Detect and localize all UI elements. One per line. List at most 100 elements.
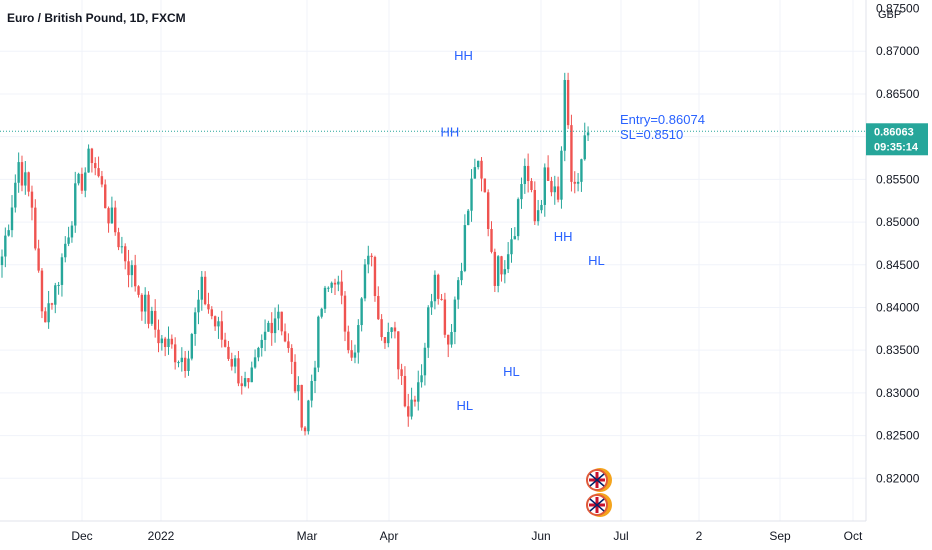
candle-body <box>423 347 427 376</box>
candle-body <box>457 280 460 300</box>
annotation-label: HL <box>588 253 605 268</box>
candle-body <box>44 311 47 323</box>
candle-body <box>330 282 333 288</box>
candle-body <box>190 334 194 359</box>
candle-body <box>337 281 340 285</box>
candle-body <box>54 285 57 305</box>
candle-body <box>283 331 287 342</box>
candle-body <box>30 191 34 208</box>
candle-body <box>447 334 450 345</box>
candle-body <box>253 357 257 368</box>
candle-body <box>540 204 543 211</box>
countdown-timer: 09:35:14 <box>874 141 919 153</box>
candle-body <box>157 329 160 344</box>
event-icons[interactable] <box>586 468 612 517</box>
candle-body <box>536 210 540 222</box>
x-tick-label: Sep <box>769 529 791 543</box>
candle-body <box>200 276 203 300</box>
y-tick-label: 0.83000 <box>876 386 920 400</box>
candle-body <box>343 295 347 332</box>
uk-flag-icon[interactable] <box>586 493 612 517</box>
candle-body <box>233 358 237 367</box>
uk-flag-icon[interactable] <box>586 468 612 492</box>
last-price-badge: 0.86063 09:35:14 <box>866 123 928 156</box>
candle-body <box>433 274 437 302</box>
candle-body <box>70 225 74 238</box>
y-tick-label: 0.82000 <box>876 471 920 485</box>
x-tick-label: 2022 <box>148 529 175 543</box>
candle-body <box>530 181 533 190</box>
candle-body <box>247 378 250 383</box>
candle-body <box>576 181 580 184</box>
candle-body <box>207 304 210 310</box>
candle-body <box>84 172 87 191</box>
y-tick-label: 0.84500 <box>876 258 920 272</box>
candle-body <box>4 235 7 257</box>
candle-body <box>570 125 573 182</box>
candle-body <box>227 346 230 359</box>
candle-body <box>550 180 553 193</box>
annotation-label: HH <box>440 125 459 140</box>
candle-body <box>217 321 220 327</box>
candle-body <box>197 299 200 313</box>
candle-body <box>387 331 390 344</box>
price-axis[interactable]: 0.82000 0.82500 0.83000 0.83500 0.84000 0.845… <box>876 2 920 486</box>
candle-body <box>270 322 273 334</box>
candle-body <box>14 182 17 208</box>
candle-body <box>107 208 110 224</box>
candle-body <box>287 341 290 349</box>
candle-body <box>167 338 170 348</box>
candle-body <box>220 321 223 340</box>
candle-body <box>147 294 150 324</box>
candle-body <box>104 184 107 209</box>
candle-body <box>506 254 510 270</box>
candle-body <box>410 399 413 417</box>
candle-body <box>556 186 560 200</box>
candle-body <box>177 362 180 364</box>
candle-body <box>566 79 570 126</box>
candle-body <box>183 357 187 371</box>
candle-body <box>353 352 357 358</box>
candle-body <box>300 384 303 428</box>
candle-body <box>187 358 190 371</box>
candle-body <box>420 375 423 383</box>
candle-body <box>460 270 463 281</box>
candle-body <box>17 162 20 183</box>
candle-body <box>503 269 507 275</box>
x-tick-label: Oct <box>844 529 863 543</box>
candle-body <box>263 331 267 340</box>
candle-body <box>437 274 440 299</box>
candle-body <box>80 173 84 191</box>
candle-body <box>510 239 513 255</box>
candle-body <box>77 173 80 184</box>
candle-body <box>250 367 253 383</box>
candle-body <box>213 316 217 327</box>
candle-body <box>203 276 207 305</box>
candle-body <box>483 178 487 193</box>
y-tick-label: 0.87500 <box>876 2 920 16</box>
candle-body <box>443 299 447 335</box>
candle-body <box>397 331 400 370</box>
candle-body <box>323 287 327 309</box>
time-axis[interactable]: Dec 2022 Mar Apr Jun Jul 2 Sep Oct <box>71 529 863 543</box>
candle-body <box>223 339 227 347</box>
candle-body <box>486 192 490 230</box>
candle-body <box>130 265 134 276</box>
chart-title: Euro / British Pound, 1D, FXCM <box>7 11 186 25</box>
x-tick-label: Jul <box>613 529 628 543</box>
candle-body <box>114 207 117 233</box>
candle-body <box>516 199 520 237</box>
y-tick-label: 0.83500 <box>876 343 920 357</box>
candle-body <box>586 132 590 136</box>
candle-body <box>310 380 313 401</box>
candle-body <box>193 312 197 335</box>
candle-body <box>500 256 503 275</box>
candle-body <box>523 165 527 185</box>
candle-body <box>237 358 240 384</box>
candle-body <box>350 350 353 358</box>
candle-body <box>117 232 120 248</box>
candle-body <box>430 301 433 308</box>
candle-body <box>357 325 360 353</box>
candle-body <box>127 261 130 276</box>
